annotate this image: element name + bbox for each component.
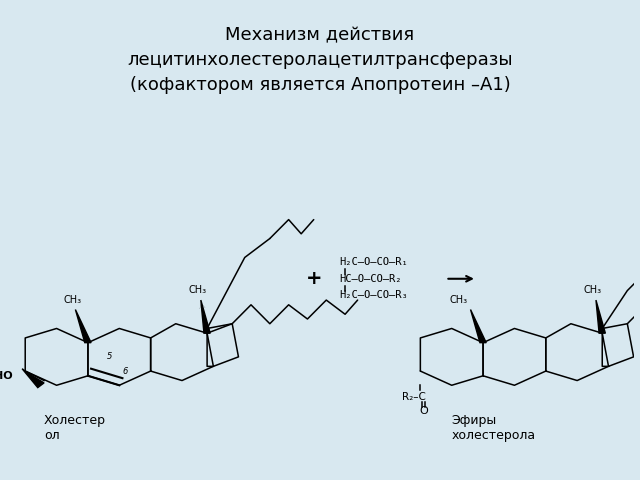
Text: HC–O–CO–R₂: HC–O–CO–R₂ — [339, 274, 401, 284]
Polygon shape — [201, 300, 210, 333]
Text: R₂–C: R₂–C — [401, 392, 426, 402]
Text: 5: 5 — [108, 352, 113, 361]
Text: 6: 6 — [123, 367, 128, 375]
Text: CH₃: CH₃ — [63, 295, 81, 305]
Polygon shape — [470, 310, 486, 343]
Polygon shape — [76, 310, 91, 343]
Text: CH₃: CH₃ — [449, 295, 467, 305]
Text: H₂C–O–CO–R₁: H₂C–O–CO–R₁ — [339, 257, 408, 267]
Text: HO: HO — [0, 371, 13, 381]
Text: O: O — [419, 406, 428, 416]
Text: Эфиры
холестерола: Эфиры холестерола — [452, 414, 536, 442]
Polygon shape — [22, 369, 44, 388]
Text: H₂C–O–CO–R₃: H₂C–O–CO–R₃ — [339, 290, 408, 300]
Text: CH₃: CH₃ — [189, 285, 207, 295]
Polygon shape — [596, 300, 605, 333]
Text: Холестер
ол: Холестер ол — [44, 414, 106, 442]
Text: +: + — [305, 269, 322, 288]
Text: Механизм действия
лецитинхолестеролацетилтрансферазы
(кофактором является Апопро: Механизм действия лецитинхолестеролацети… — [127, 26, 513, 95]
Text: CH₃: CH₃ — [584, 285, 602, 295]
